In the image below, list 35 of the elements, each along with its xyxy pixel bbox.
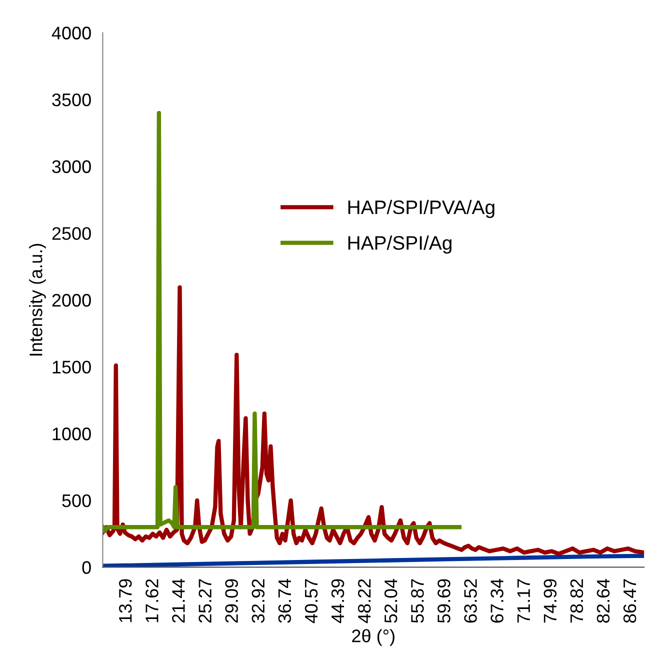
y-tick-label: 3000 <box>52 160 91 174</box>
x-tick-label: 32.92 <box>252 579 265 623</box>
x-tick-label: 86.47 <box>623 579 636 623</box>
x-tick-label: 74.99 <box>544 579 557 623</box>
x-tick-label: 71.17 <box>517 579 530 623</box>
x-tick-label: 82.64 <box>596 578 610 623</box>
y-tick-label: 0 <box>82 561 91 574</box>
y-tick-label: 1000 <box>52 428 91 440</box>
x-tick-label: 48.22 <box>358 579 371 624</box>
y-tick-label: 500 <box>62 494 91 508</box>
line-series <box>102 285 644 556</box>
x-tick-label: 36.74 <box>278 578 292 623</box>
x-tick-label: 78.82 <box>570 579 584 623</box>
y-tick-label: 2000 <box>52 294 91 307</box>
x-tick-label: 29.09 <box>225 579 238 623</box>
x-tick-label: 13.79 <box>118 579 132 622</box>
x-tick-label: 67.34 <box>490 578 504 623</box>
line-series <box>102 554 644 568</box>
legend-label: HAP/SPI/Ag <box>348 236 452 254</box>
y-tick-label: 2500 <box>52 227 91 240</box>
x-tick-label: 17.62 <box>146 579 158 622</box>
x-tick-label: 55.87 <box>411 579 424 623</box>
x-tick-label: 21.44 <box>172 578 185 623</box>
y-tick-label: 3500 <box>52 93 91 106</box>
x-tick-label: 63.52 <box>464 579 477 623</box>
x-axis-title: 2θ (°) <box>352 629 394 646</box>
x-tick-label: 44.39 <box>331 579 344 624</box>
x-tick-label: 25.27 <box>198 579 212 623</box>
y-tick-label: 1500 <box>52 360 91 374</box>
x-tick-label: 40.57 <box>304 579 318 624</box>
y-axis-title: Intensity (a.u.) <box>29 244 46 356</box>
x-tick-label: 59.69 <box>438 579 450 623</box>
y-tick-label: 4000 <box>52 26 91 40</box>
x-tick-label: 52.04 <box>384 578 398 623</box>
legend-label: HAP/SPI/PVA/Ag <box>348 200 494 218</box>
